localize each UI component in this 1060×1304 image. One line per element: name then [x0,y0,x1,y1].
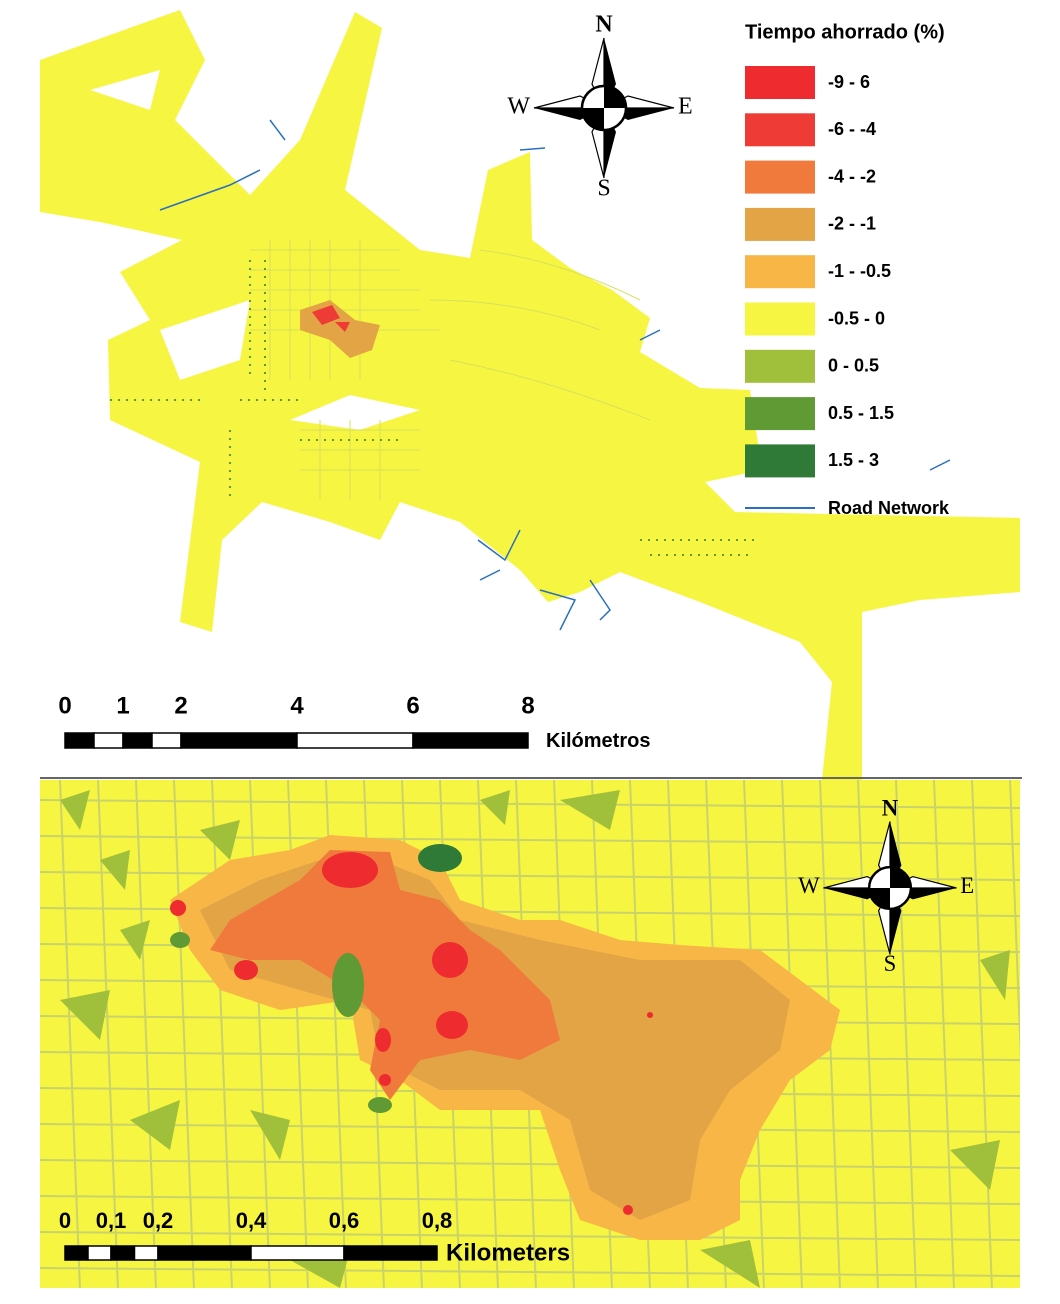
legend-swatch [745,255,815,289]
legend-label: -1 - -0.5 [828,261,891,281]
savings-patch-red [312,305,350,332]
legend-title: Tiempo ahorrado (%) [745,21,945,43]
scale-segment [110,1245,136,1261]
red-hotspot [436,1011,468,1039]
scale-unit: Kilometers [446,1239,570,1266]
legend-swatch [745,397,815,431]
orange-dark [210,850,560,1100]
legend-road-label: Road Network [828,498,950,518]
compass-e: E [960,873,974,898]
legend-label: -9 - 6 [828,72,870,92]
scale-tick-label: 0,1 [96,1208,127,1233]
scale-tick-label: 0 [59,1208,71,1233]
compass-quarter [869,867,911,909]
scale-segment [122,732,153,749]
green-hotspot [170,932,190,948]
scale-segment [157,1245,252,1261]
legend-label: 1.5 - 3 [828,450,879,470]
scale-segment [87,1245,112,1261]
legend-label: 0.5 - 1.5 [828,403,894,423]
compass-w: W [507,94,530,120]
red-hotspot [375,1028,391,1052]
legend-swatch [745,113,815,147]
scale-tick-label: 2 [174,692,187,719]
legend-swatch [745,160,815,194]
scale-unit: Kilómetros [546,730,650,752]
compass-s: S [597,176,610,202]
scale-tick-label: 1 [116,692,129,719]
top-map [40,10,1020,780]
scale-segment [64,1245,89,1261]
scale-tick-label: 0,6 [329,1208,360,1233]
legend-swatch [745,349,815,383]
scale-segment [250,1245,345,1261]
green-hotspot [368,1097,392,1113]
legend-label: -6 - -4 [828,119,876,139]
compass: N S W E [507,12,692,202]
compass-s: S [884,951,897,976]
red-hotspot [234,960,258,980]
scale-segment [133,1245,159,1261]
scale-segment [180,732,298,749]
compass-n: N [882,795,899,820]
scale-segment [343,1245,438,1261]
legend-label: -2 - -1 [828,214,876,234]
overlay: Tiempo ahorrado (%) -9 - 6 -6 - -4 -4 - -2 -… [58,12,974,1267]
red-hotspot [432,942,468,978]
scale-segment [93,732,124,749]
scale-bar: 0 0,1 0,2 0,4 0,6 0,8 Kilometers [59,1208,570,1267]
legend-label: -4 - -2 [828,166,876,186]
red-hotspot [623,1205,633,1215]
green-speckle [110,260,760,556]
compass-e: E [678,94,693,120]
legend-label: 0 - 0.5 [828,356,879,376]
legend-swatch [745,302,815,336]
red-hotspot [379,1074,391,1086]
scale-tick-label: 6 [406,692,419,719]
scale-segment [296,732,414,749]
green-hotspot [418,844,462,872]
compass: N S W E [798,795,974,976]
urban-gap [90,70,420,430]
bottom-map [40,780,1020,1288]
scale-tick-label: 0,4 [236,1208,267,1233]
legend-swatch [745,66,815,99]
scale-segment [412,732,529,749]
scale-bar: 0 1 2 4 6 8 Kilómetros [58,692,650,751]
compass-w: W [798,873,820,898]
rivers [159,119,951,631]
scale-tick-label: 8 [521,692,534,719]
scale-tick-label: 0,2 [143,1208,174,1233]
red-hotspot [647,1012,653,1018]
scale-segment [64,732,95,749]
red-hotspot [322,852,378,888]
scale-tick-label: 0 [58,692,71,719]
legend-swatch [745,207,815,241]
scale-tick-label: 0,8 [422,1208,453,1233]
compass-n: N [595,12,613,38]
urban-area [40,10,1020,780]
legend-label: -0.5 - 0 [828,308,885,328]
green-hotspot [332,953,364,1017]
compass-quarter [582,86,626,130]
red-hotspot [170,900,186,916]
legend-swatch [745,444,815,478]
scale-segment [151,732,182,749]
scale-tick-label: 4 [290,692,304,719]
